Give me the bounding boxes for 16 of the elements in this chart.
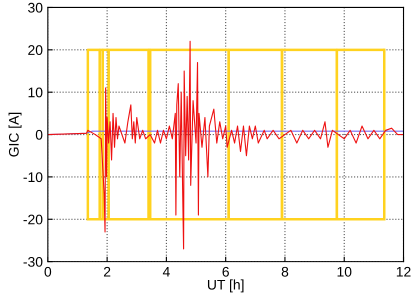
x-tick-label: 8 [282, 266, 288, 277]
y-tick-label: 10 [28, 88, 42, 98]
y-tick-label: 0 [36, 130, 42, 140]
x-tick-label: 4 [162, 266, 170, 277]
x-tick-label: 0 [44, 266, 52, 277]
x-tick-label: 12 [396, 266, 411, 277]
y-tick-label: -20 [24, 214, 42, 224]
y-axis-title: GIC [A] [8, 112, 22, 157]
x-axis-title: UT [h] [208, 279, 244, 292]
y-tick-label: 20 [28, 45, 42, 56]
y-tick-label: 30 [28, 2, 42, 13]
y-tick-label: -30 [24, 256, 42, 267]
x-tick-label: 10 [338, 266, 352, 277]
y-tick-label: -10 [24, 172, 42, 182]
x-tick-label: 6 [222, 266, 229, 277]
x-tick-label: 2 [104, 266, 110, 277]
